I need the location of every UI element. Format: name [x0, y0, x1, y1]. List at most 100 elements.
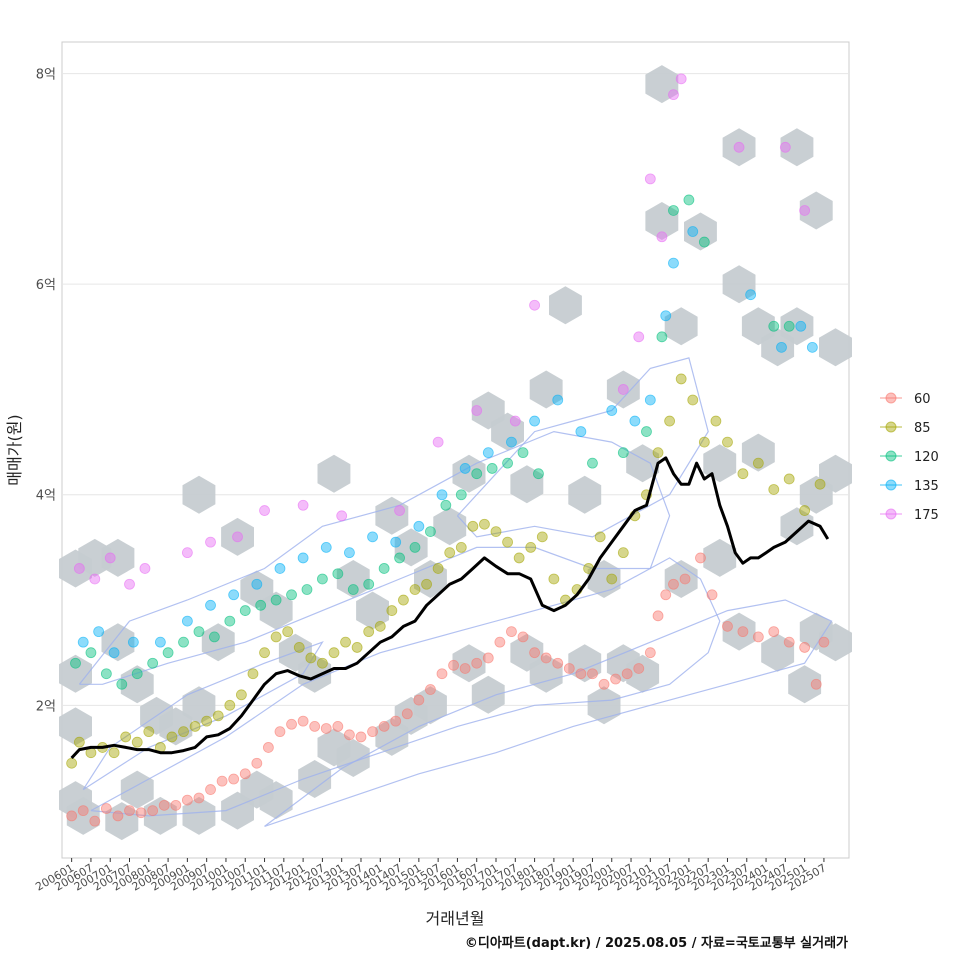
- density-contour: [264, 599, 833, 827]
- point-60: [810, 678, 822, 690]
- point-120: [317, 573, 328, 585]
- point-60: [66, 810, 78, 822]
- hexbin-cell: [780, 307, 814, 346]
- point-120: [617, 447, 629, 459]
- point-120: [193, 626, 205, 638]
- hexbin-cell: [120, 665, 154, 704]
- hexbin-cell: [788, 665, 822, 704]
- point-60: [228, 773, 240, 785]
- point-60: [205, 784, 216, 795]
- point-60: [660, 589, 672, 601]
- point-85: [525, 541, 537, 553]
- point-85: [548, 573, 560, 585]
- point-135: [297, 552, 309, 564]
- point-175: [259, 505, 270, 516]
- point-85: [247, 668, 259, 680]
- point-85: [455, 541, 467, 553]
- point-135: [606, 405, 618, 416]
- hexbin-cell: [452, 454, 486, 493]
- density-contour-layer: [78, 357, 833, 827]
- hexbin-cell: [799, 475, 833, 514]
- point-60: [644, 647, 656, 659]
- point-120: [208, 631, 220, 643]
- point-85: [108, 747, 120, 759]
- point-175: [779, 141, 791, 153]
- point-85: [189, 720, 201, 732]
- hexbin-cell: [259, 591, 293, 630]
- point-85: [490, 526, 502, 537]
- point-175: [336, 510, 348, 522]
- point-60: [320, 723, 332, 734]
- point-60: [679, 573, 691, 585]
- point-85: [143, 726, 155, 738]
- y-axis-ticks: 2억 4억 6억 8억: [36, 68, 56, 715]
- point-60: [297, 715, 309, 727]
- hexbin-cell: [101, 623, 135, 662]
- hexbin-cell: [182, 796, 216, 835]
- point-85: [317, 657, 328, 669]
- point-60: [722, 620, 733, 632]
- point-60: [436, 668, 448, 680]
- x-axis-title: 거래년월: [426, 909, 485, 928]
- hexbin-cell: [336, 560, 370, 598]
- point-85: [363, 626, 375, 638]
- point-85: [513, 552, 525, 564]
- point-135: [506, 436, 517, 448]
- point-120: [502, 457, 513, 469]
- scatter-point-layer: [66, 73, 830, 827]
- hexbin-cell: [394, 528, 428, 567]
- point-120: [425, 526, 436, 537]
- legend-key-dot: [885, 392, 897, 404]
- y-tick-label: 8억: [36, 68, 56, 83]
- point-120: [301, 584, 313, 595]
- median-price-line: [70, 456, 830, 760]
- legend-label: 175: [914, 508, 939, 523]
- hexbin-cell: [182, 475, 216, 514]
- hexbin-cell: [645, 65, 679, 104]
- hexbin-cell: [491, 412, 524, 451]
- point-175: [89, 573, 101, 585]
- point-175: [471, 405, 483, 416]
- point-120: [131, 668, 143, 680]
- point-135: [687, 226, 699, 237]
- x-axis-ticks: 2006012006072007012007072008012008072009…: [33, 858, 828, 894]
- point-120: [116, 678, 128, 690]
- point-60: [112, 810, 124, 822]
- point-135: [436, 489, 448, 501]
- hexbin-cell: [471, 675, 505, 714]
- point-175: [529, 299, 540, 311]
- point-175: [297, 499, 309, 511]
- point-175: [509, 415, 521, 427]
- point-175: [181, 547, 193, 559]
- point-85: [73, 736, 85, 748]
- point-85: [282, 626, 294, 638]
- hexbin-cell: [120, 770, 154, 809]
- point-135: [390, 536, 402, 548]
- point-85: [594, 531, 606, 543]
- point-135: [482, 447, 494, 459]
- point-175: [394, 505, 405, 516]
- hexbin-cell: [394, 696, 428, 735]
- point-85: [799, 505, 811, 516]
- point-85: [814, 478, 826, 490]
- point-60: [390, 715, 402, 727]
- hexbin-cell: [819, 623, 852, 662]
- point-175: [799, 205, 811, 216]
- point-60: [459, 663, 471, 674]
- point-120: [768, 320, 780, 332]
- point-60: [170, 799, 182, 811]
- point-175: [633, 331, 645, 343]
- hexbin-cell: [761, 633, 795, 672]
- point-120: [517, 447, 529, 459]
- density-contour: [456, 357, 709, 538]
- point-120: [347, 584, 359, 595]
- hexbin-cell: [780, 507, 814, 546]
- point-60: [737, 626, 749, 638]
- point-60: [216, 775, 228, 787]
- point-120: [668, 205, 679, 216]
- hexbin-cell: [452, 644, 486, 683]
- point-60: [425, 684, 436, 695]
- point-85: [120, 731, 132, 743]
- hexbin-cell: [317, 728, 351, 767]
- hexbin-cell: [722, 612, 756, 651]
